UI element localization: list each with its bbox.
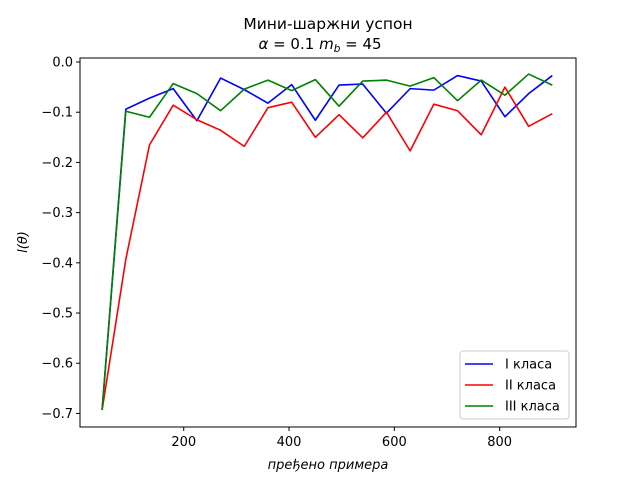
legend-label-2: II класа bbox=[505, 379, 556, 394]
x-tick-label: 600 bbox=[382, 435, 407, 450]
x-tick-label: 400 bbox=[277, 435, 302, 450]
y-tick-label: −0.2 bbox=[41, 156, 73, 171]
chart-title-line1: Мини-шаржни успон bbox=[243, 15, 412, 33]
y-tick-label: 0.0 bbox=[52, 56, 73, 71]
y-tick-label: −0.5 bbox=[41, 307, 73, 322]
y-axis: 0.0 −0.1 −0.2 −0.3 −0.4 −0.5 −0.6 −0.7 bbox=[41, 56, 80, 422]
title-m-symbol: m bbox=[319, 35, 334, 53]
legend-box bbox=[459, 350, 570, 420]
x-tick-label: 800 bbox=[487, 435, 512, 450]
series-line-1 bbox=[101, 74, 553, 410]
plot-series-layer bbox=[101, 73, 553, 411]
title-m-value: = 45 bbox=[340, 35, 381, 53]
y-tick-label: −0.6 bbox=[41, 357, 73, 372]
y-tick-label: −0.3 bbox=[41, 206, 73, 221]
x-axis: 200 400 600 800 bbox=[171, 427, 512, 450]
series-line-2 bbox=[101, 86, 553, 411]
series-line-3 bbox=[101, 73, 553, 410]
legend-label-1: I класа bbox=[505, 358, 552, 373]
plot-frame bbox=[79, 57, 577, 428]
y-tick-label: −0.7 bbox=[41, 407, 73, 422]
legend: I класа II класа III класа bbox=[459, 350, 570, 420]
title-alpha-symbol: α bbox=[258, 35, 268, 53]
y-axis-label: l(θ) bbox=[16, 231, 31, 253]
y-tick-label: −0.1 bbox=[41, 106, 73, 121]
title-alpha-value: = 0.1 bbox=[268, 35, 319, 53]
x-tick-label: 200 bbox=[171, 435, 196, 450]
x-axis-label: пређено примера bbox=[268, 458, 389, 473]
legend-label-3: III класа bbox=[505, 400, 560, 415]
chart-title-line2: α = 0.1 mb = 45 bbox=[258, 35, 381, 55]
y-tick-label: −0.4 bbox=[41, 256, 73, 271]
title-m-subscript: b bbox=[334, 43, 341, 55]
